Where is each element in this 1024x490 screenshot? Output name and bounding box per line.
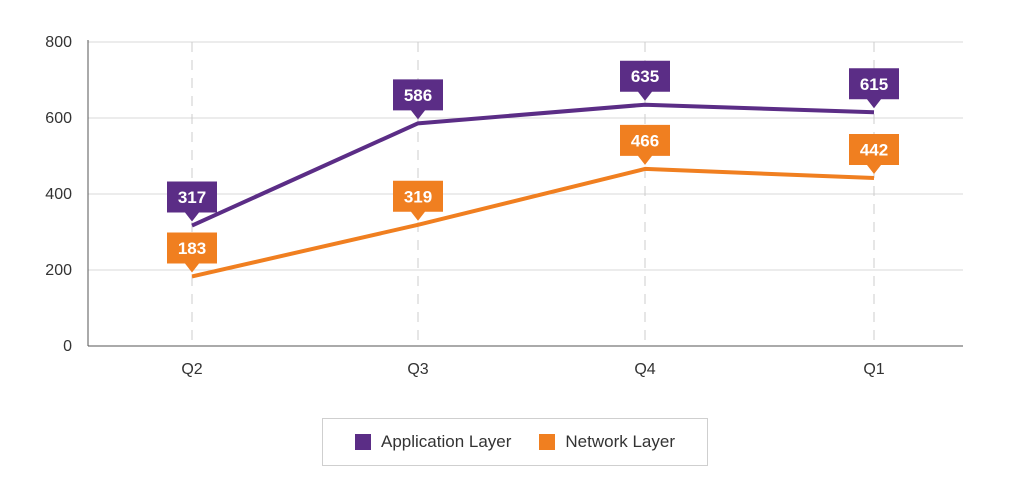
legend-item-application-layer[interactable]: Application Layer [354,432,512,452]
y-tick-label: 200 [45,262,72,279]
data-label-callout [393,79,443,120]
legend-swatch [354,434,371,450]
data-label: 183 [167,232,217,273]
data-label: 586 [393,79,443,120]
x-tick-label: Q1 [863,361,884,378]
data-label-callout [620,124,670,165]
data-label-text: 183 [178,239,206,258]
data-label: 466 [620,124,670,165]
data-label-callout [393,180,443,221]
legend-label: Application Layer [380,432,512,451]
data-label-text: 635 [631,67,659,86]
y-tick-label: 0 [63,338,72,355]
data-label-callout [167,232,217,273]
x-tick-label: Q2 [181,361,202,378]
data-label: 442 [849,134,899,175]
y-tick-label: 600 [45,110,72,127]
data-label-text: 586 [404,86,432,105]
series-line-application-layer[interactable] [191,102,875,228]
y-tick-label: 400 [45,186,72,203]
x-tick-label: Q4 [634,361,655,378]
axes: 0 200 400 600 800 Q2 Q3 Q4 Q1 [45,34,963,378]
data-label-text: 466 [631,131,659,150]
data-label-callout [167,181,217,222]
data-label: 317 [167,181,217,222]
legend-swatch [539,434,556,450]
data-label-callout [620,60,670,101]
data-label-callout [849,68,899,109]
y-tick-label: 800 [45,34,72,51]
legend-item-network-layer[interactable]: Network Layer [539,432,675,452]
data-label-callout [849,134,899,175]
legend-label: Network Layer [565,432,676,451]
data-label: 635 [620,60,670,101]
data-label-text: 442 [860,141,888,160]
data-labels: 317 586 635 615 183 319 466 442 [167,60,899,273]
data-label: 615 [849,68,899,109]
data-label-text: 319 [404,187,432,206]
data-label-text: 615 [860,75,888,94]
series-group [191,102,875,279]
legend: Application Layer Network Layer [322,418,708,466]
x-tick-label: Q3 [407,361,428,378]
series-line-network-layer[interactable] [191,166,875,279]
grid [88,41,963,346]
data-label: 319 [393,180,443,221]
data-label-text: 317 [178,188,206,207]
